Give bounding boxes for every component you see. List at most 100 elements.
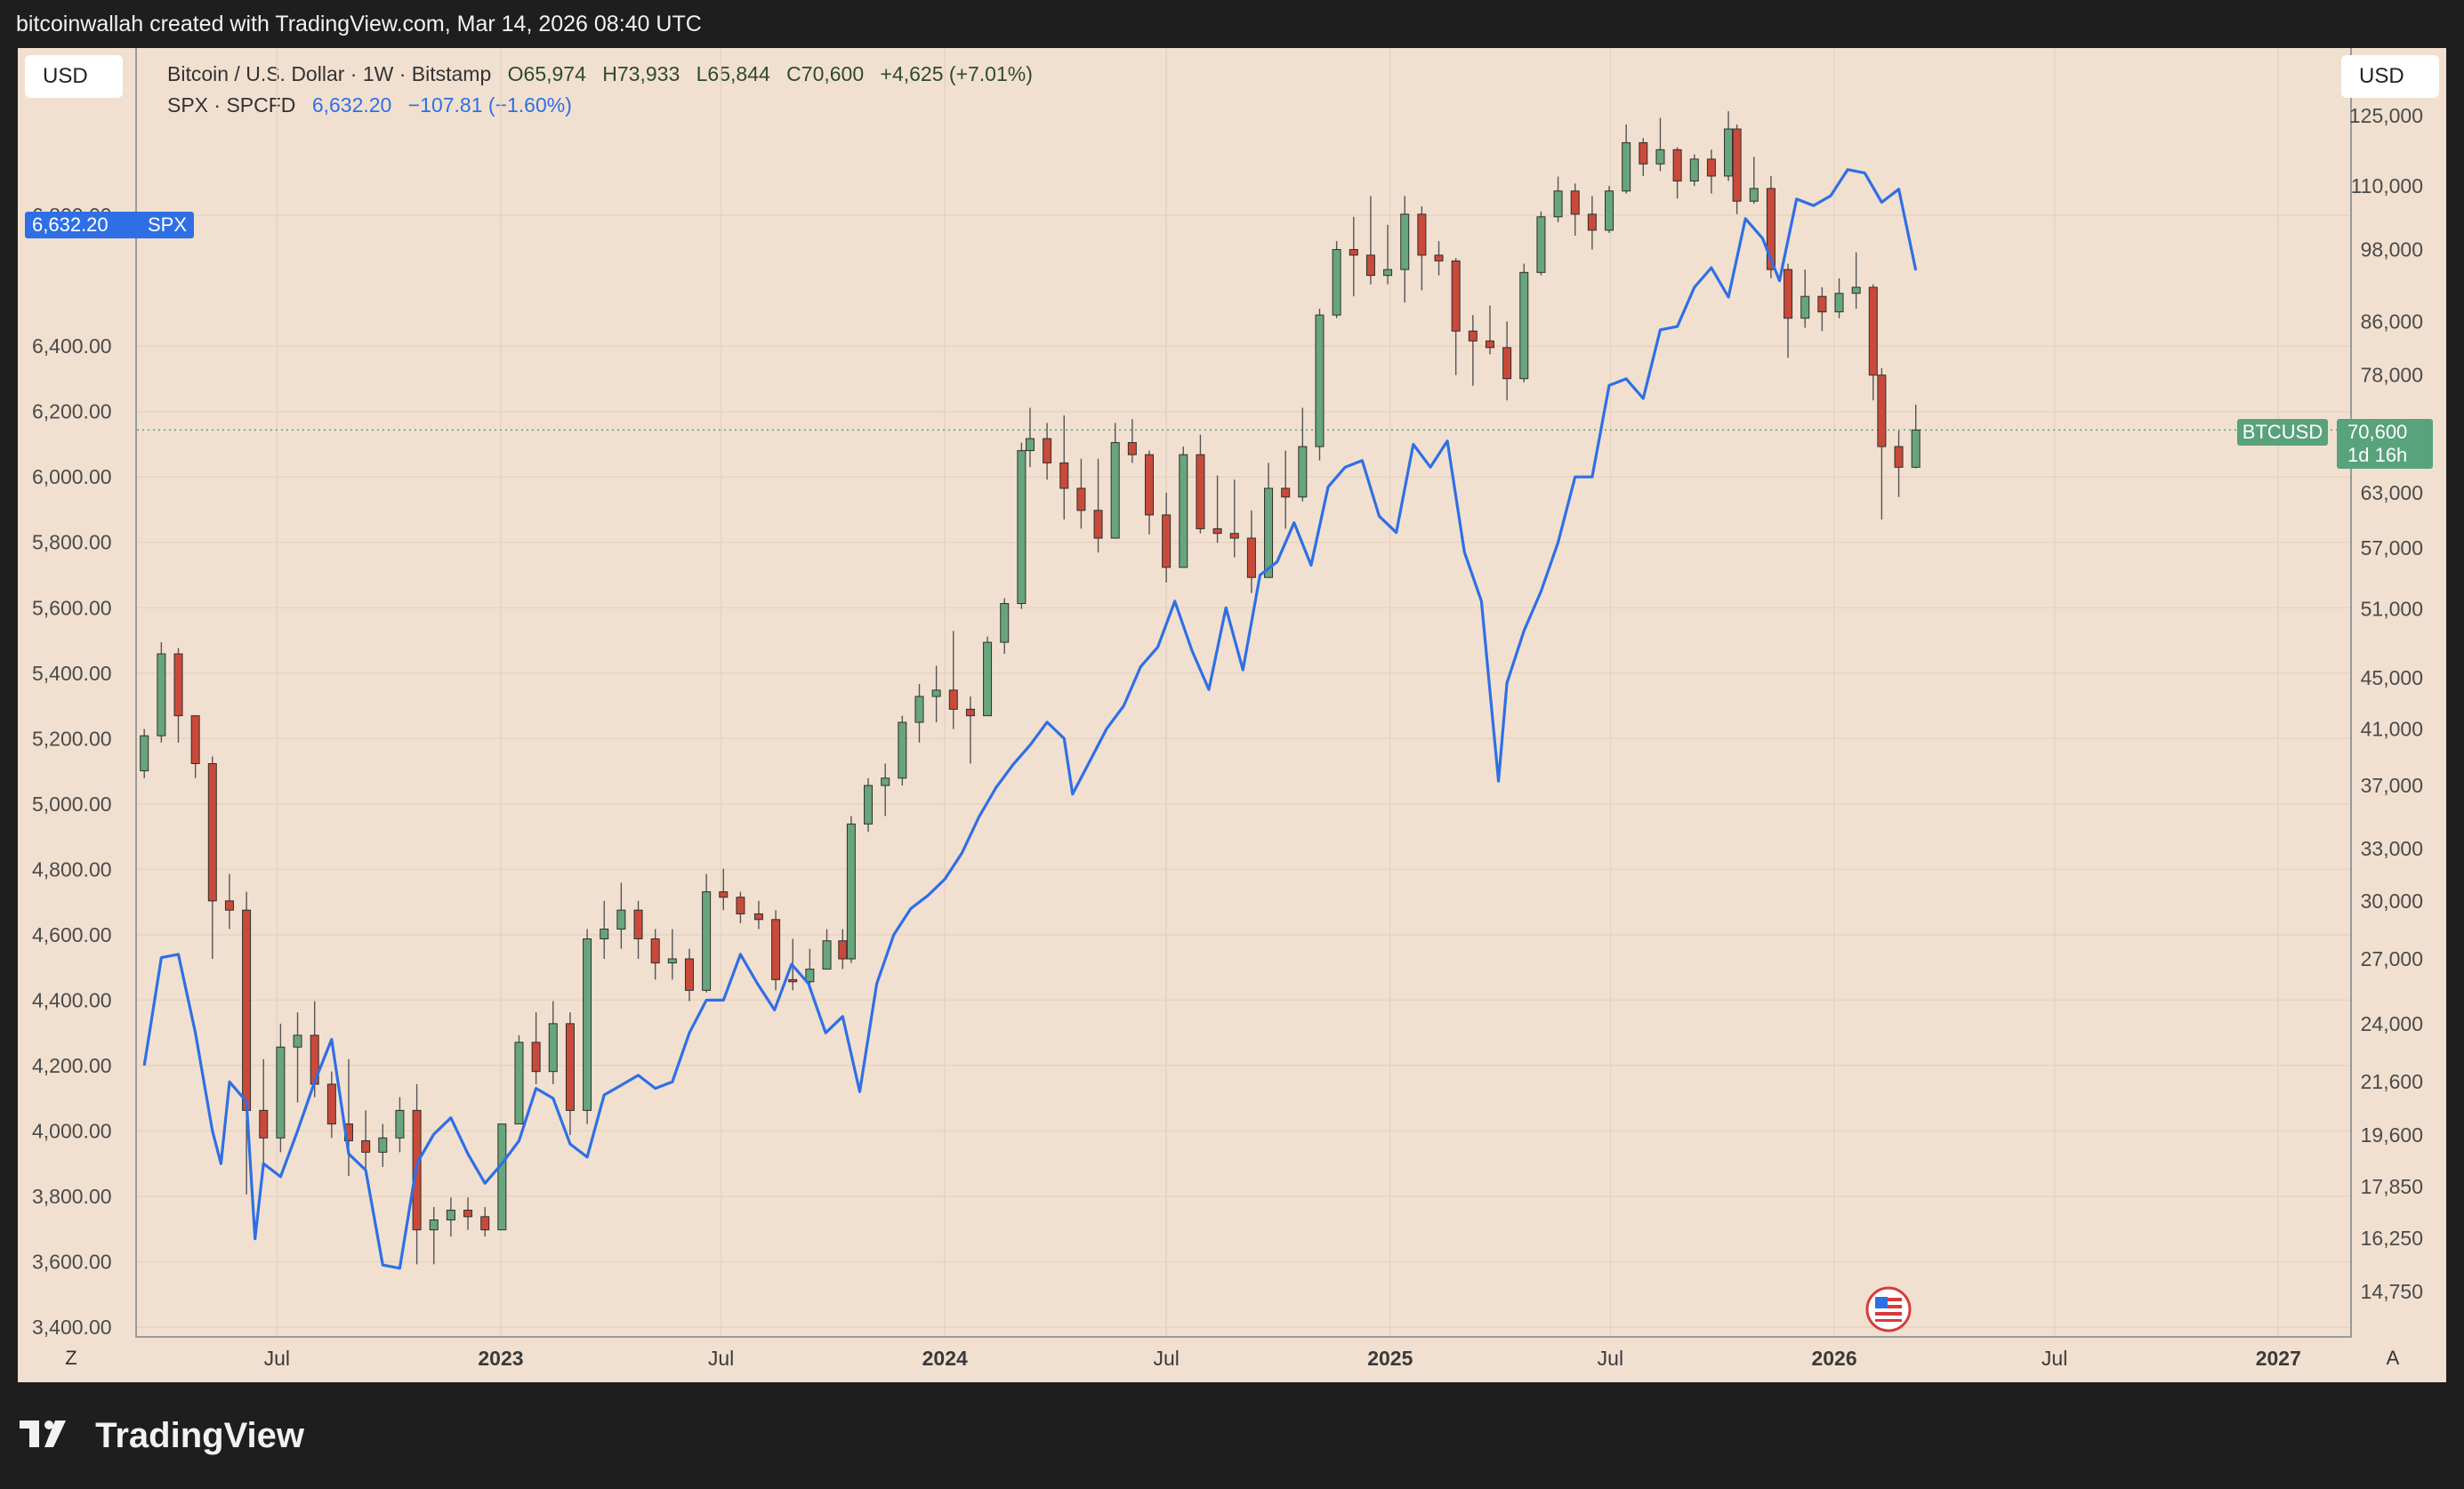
btc-candle bbox=[157, 653, 166, 736]
left-axis-tick: 5,000.00 bbox=[32, 793, 112, 816]
btc-candle bbox=[667, 958, 677, 964]
currency-button-left[interactable]: USD bbox=[25, 55, 123, 98]
btc-price-tag: 70,600 1d 16h bbox=[2337, 419, 2433, 469]
right-axis-tick: 57,000 bbox=[2361, 536, 2423, 559]
btc-candle bbox=[514, 1042, 524, 1125]
btc-candle bbox=[1059, 462, 1069, 489]
spx-legend-change: −107.81 (−1.60%) bbox=[407, 93, 572, 117]
time-axis-label: 2024 bbox=[922, 1347, 968, 1370]
btc-candle bbox=[965, 708, 975, 717]
time-axis-label: 2025 bbox=[1367, 1347, 1413, 1370]
auto-scale-right-button[interactable]: A bbox=[2386, 1347, 2400, 1369]
btc-candle bbox=[1536, 216, 1546, 273]
btc-candle bbox=[548, 1023, 558, 1073]
btc-candle bbox=[1784, 269, 1793, 319]
btc-symbol-tag: BTCUSD bbox=[2237, 419, 2328, 446]
btc-candle bbox=[914, 696, 924, 723]
left-axis-tick: 5,800.00 bbox=[32, 531, 112, 554]
price-chart[interactable]: 6,800.006,400.006,200.006,000.005,800.00… bbox=[18, 48, 2446, 1382]
btc-candle bbox=[1570, 190, 1580, 215]
btc-candle bbox=[1689, 158, 1699, 181]
right-axis-tick: 37,000 bbox=[2361, 774, 2423, 797]
btc-candle bbox=[1605, 190, 1614, 231]
left-axis-tick: 4,400.00 bbox=[32, 988, 112, 1011]
right-axis-tick: 86,000 bbox=[2361, 310, 2423, 333]
btc-candle bbox=[822, 940, 832, 970]
btc-candle bbox=[1332, 249, 1341, 316]
left-axis-tick: 5,400.00 bbox=[32, 662, 112, 685]
btc-candle bbox=[931, 689, 941, 697]
grid-lines bbox=[137, 48, 2350, 1336]
right-axis-tick: 14,750 bbox=[2361, 1280, 2423, 1303]
btc-legend: Bitcoin / U.S. Dollar · 1W · Bitstamp O6… bbox=[167, 62, 1043, 86]
btc-candle bbox=[1622, 141, 1631, 192]
btc-candle bbox=[583, 938, 592, 1111]
btc-candle bbox=[276, 1046, 286, 1139]
btc-candle bbox=[1911, 429, 1920, 468]
spx-legend-title[interactable]: SPX · SPCFD bbox=[167, 93, 296, 117]
btc-candles bbox=[140, 111, 1920, 1265]
btc-candle bbox=[1468, 330, 1478, 342]
btc-candle bbox=[446, 1210, 455, 1220]
btc-candle bbox=[616, 909, 626, 930]
right-axis-tick: 63,000 bbox=[2361, 481, 2423, 504]
btc-candle bbox=[565, 1023, 575, 1111]
btc-candle bbox=[1000, 603, 1010, 643]
btc-candle bbox=[1894, 446, 1904, 468]
btc-candle bbox=[864, 785, 874, 825]
right-axis-tick: 98,000 bbox=[2361, 238, 2423, 262]
us-flag-event-icon[interactable] bbox=[1865, 1286, 1912, 1332]
currency-button-right[interactable]: USD bbox=[2341, 55, 2439, 98]
btc-candle bbox=[207, 763, 217, 902]
btc-candle bbox=[702, 891, 712, 991]
btc-candle bbox=[1076, 487, 1086, 511]
left-axis-tick: 3,600.00 bbox=[32, 1250, 112, 1273]
btc-candle bbox=[395, 1109, 405, 1139]
btc-candle bbox=[429, 1219, 439, 1231]
right-axis-tick: 51,000 bbox=[2361, 598, 2423, 621]
left-axis-tick: 4,600.00 bbox=[32, 923, 112, 946]
btc-candle bbox=[948, 689, 958, 710]
right-axis-tick: 30,000 bbox=[2361, 889, 2423, 913]
btc-candle bbox=[846, 823, 856, 960]
btc-candle bbox=[719, 891, 729, 898]
btc-legend-close: C70,600 bbox=[786, 62, 865, 85]
right-axis-tick: 45,000 bbox=[2361, 666, 2423, 689]
left-axis-tick: 3,800.00 bbox=[32, 1185, 112, 1208]
btc-candle bbox=[1093, 510, 1103, 539]
btc-candle bbox=[378, 1137, 388, 1153]
btc-candle bbox=[1025, 438, 1035, 452]
spx-legend: SPX · SPCFD 6,632.20 −107.81 (−1.60%) bbox=[167, 93, 583, 117]
right-axis-tick: 125,000 bbox=[2349, 104, 2423, 127]
btc-candle bbox=[1349, 249, 1358, 256]
left-axis-tick: 6,000.00 bbox=[32, 465, 112, 488]
auto-scale-left-button[interactable]: Z bbox=[65, 1347, 77, 1369]
btc-candle bbox=[480, 1216, 490, 1231]
btc-candle bbox=[173, 653, 183, 717]
btc-candle bbox=[1110, 442, 1120, 539]
btc-candle bbox=[1639, 141, 1648, 165]
btc-candle bbox=[1502, 347, 1512, 380]
spx-price-tag-value: 6,632.20 bbox=[32, 213, 109, 236]
btc-candle bbox=[1144, 454, 1154, 516]
btc-candle bbox=[805, 969, 815, 983]
btc-candle bbox=[1485, 340, 1494, 349]
tradingview-logo[interactable]: TradingView bbox=[20, 1416, 304, 1458]
btc-candle bbox=[1179, 454, 1188, 568]
btc-legend-title[interactable]: Bitcoin / U.S. Dollar · 1W · Bitstamp bbox=[167, 62, 492, 85]
btc-candle bbox=[1451, 260, 1461, 332]
btc-candle bbox=[1834, 293, 1844, 313]
btc-candle bbox=[1212, 527, 1222, 535]
btc-candle bbox=[326, 1083, 336, 1125]
btc-price-tag-value: 70,600 bbox=[2347, 421, 2408, 443]
btc-candle bbox=[881, 777, 890, 786]
btc-legend-change: +4,625 (+7.01%) bbox=[880, 62, 1033, 85]
btc-legend-low: L65,844 bbox=[696, 62, 770, 85]
btc-candle bbox=[1400, 213, 1410, 270]
plot-border bbox=[135, 48, 2352, 1338]
btc-candle bbox=[1800, 295, 1810, 319]
btc-candle bbox=[190, 715, 200, 765]
btc-candle bbox=[1587, 213, 1597, 231]
spx-line bbox=[142, 168, 1918, 1270]
btc-candle bbox=[633, 909, 643, 939]
